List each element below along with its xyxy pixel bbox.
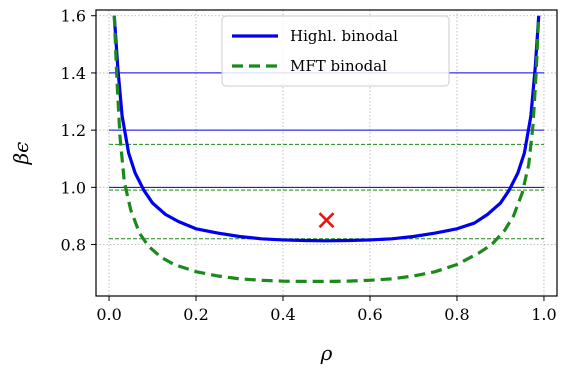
y-tick-label: 1.6 — [61, 7, 86, 26]
x-tick-label: 0.2 — [183, 305, 208, 324]
series-line — [112, 15, 541, 243]
x-tick-label: 0.0 — [96, 305, 121, 324]
x-tick-label: 0.6 — [357, 305, 382, 324]
cross-marker — [318, 212, 335, 229]
plot-frame — [95, 9, 558, 297]
x-tick-label: 0.4 — [270, 305, 295, 324]
legend-label: MFT binodal — [290, 57, 387, 75]
y-axis-label: βϵ — [9, 142, 33, 166]
legend-box — [221, 15, 450, 87]
x-tick-label: 1.0 — [531, 305, 556, 324]
legend: Highl. binodal MFT binodal — [221, 15, 450, 87]
x-axis-label: ρ — [320, 341, 333, 365]
y-tick-label: 1.2 — [61, 121, 86, 140]
axis-ticks: 0.0 0.2 0.4 0.6 0.8 1.0 0.8 1.0 1.2 1.4 1.6 — [61, 7, 557, 324]
reference-lines — [109, 72, 544, 240]
y-tick-label: 0.8 — [61, 236, 86, 255]
y-tick-label: 1.0 — [61, 178, 86, 197]
series-lines — [112, 15, 541, 284]
legend-label: Highl. binodal — [290, 27, 398, 45]
y-tick-label: 1.4 — [61, 64, 86, 83]
x-tick-label: 0.8 — [444, 305, 469, 324]
grid — [96, 10, 557, 296]
marker-group — [318, 212, 335, 229]
series-line — [112, 15, 541, 284]
